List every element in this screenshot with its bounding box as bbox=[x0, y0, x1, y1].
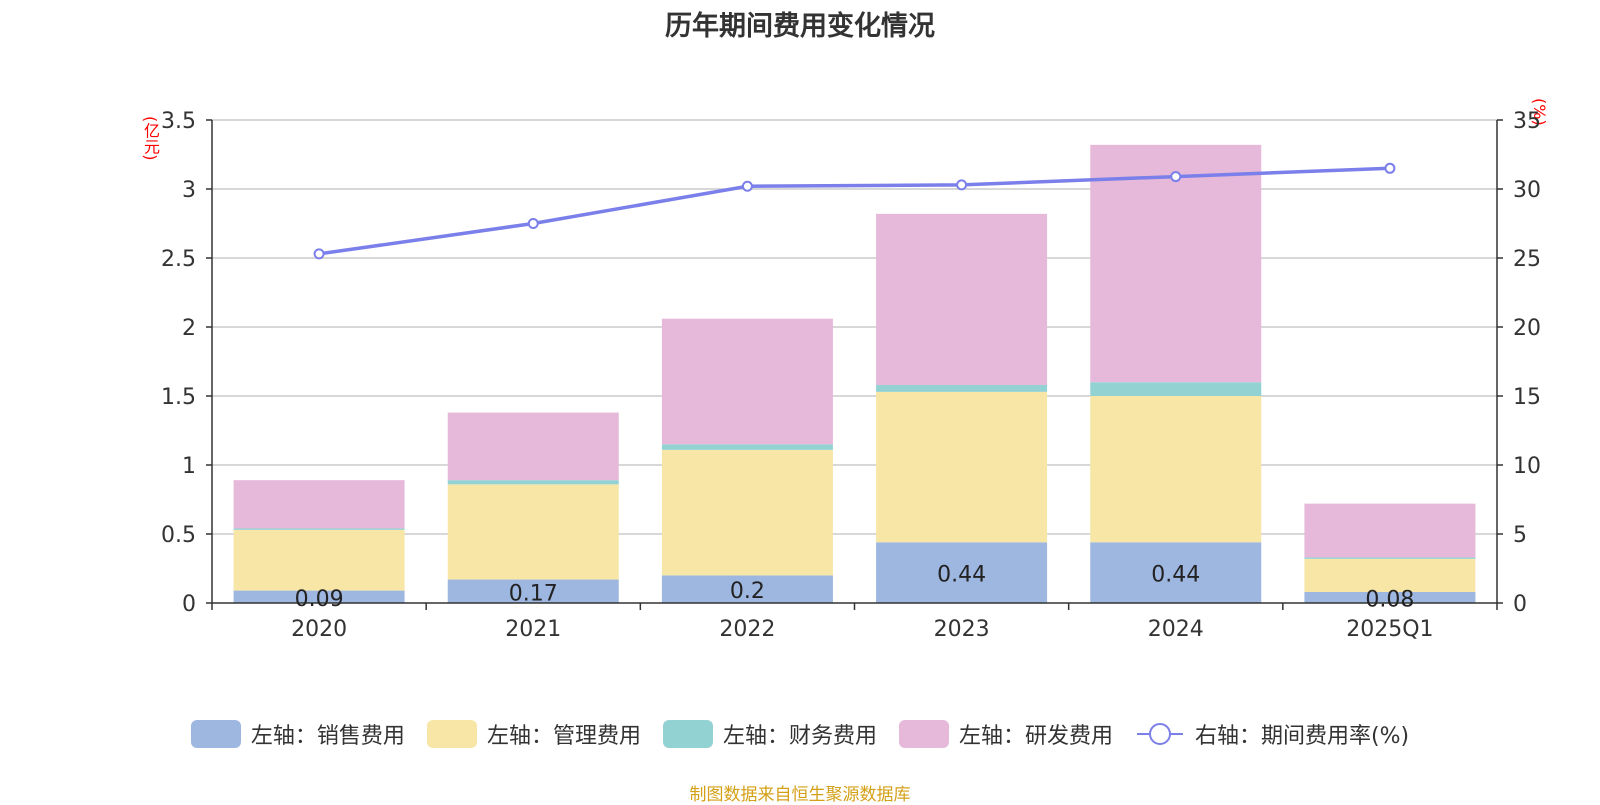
point-rate-2023 bbox=[956, 179, 968, 191]
bar-admin-2025Q1 bbox=[1304, 558, 1476, 592]
left-axis-tick-label: 3.5 bbox=[161, 109, 196, 134]
legend-label-sales: 左轴：销售费用 bbox=[250, 724, 405, 749]
chart-title: 历年期间费用变化情况 bbox=[665, 11, 935, 42]
legend-swatch-sales bbox=[190, 720, 241, 748]
bar-finance-2024 bbox=[1090, 382, 1262, 396]
bar-finance-2023 bbox=[876, 384, 1048, 392]
data-source-note: 制图数据来自恒生聚源数据库 bbox=[689, 785, 911, 805]
bar-rnd-2020 bbox=[233, 480, 405, 529]
bar-admin-2020 bbox=[233, 529, 405, 591]
x-axis-tick-label: 2023 bbox=[934, 617, 990, 642]
chart-plot: 0 0.5 1 1.5 2 2.5 3 3.5 0 5 10 15 20 25 30 35 2020 2021 20… bbox=[161, 109, 1541, 642]
data-label-sales: 0.44 bbox=[937, 563, 986, 588]
bar-finance-2020 bbox=[233, 528, 405, 530]
point-rate-2025Q1 bbox=[1384, 162, 1396, 174]
bar-sales-2023 bbox=[876, 542, 1048, 603]
left-axis-tick-label: 2.5 bbox=[161, 247, 196, 272]
bar-rnd-2023 bbox=[876, 213, 1048, 385]
data-label-sales: 0.2 bbox=[730, 579, 765, 604]
point-rate-2020 bbox=[313, 248, 325, 260]
legend-label-admin: 左轴：管理费用 bbox=[486, 724, 641, 749]
legend-label-rate: 右轴：期间费用率(%) bbox=[1194, 724, 1410, 749]
right-axis-unit: (%) bbox=[1530, 98, 1549, 126]
bar-sales-2024 bbox=[1090, 542, 1262, 603]
data-label-sales: 0.08 bbox=[1365, 587, 1414, 612]
series-line-rate bbox=[318, 166, 1390, 256]
x-axis-tick-label: 2024 bbox=[1148, 617, 1204, 642]
right-axis-tick-label: 0 bbox=[1513, 592, 1527, 617]
right-axis-tick-label: 30 bbox=[1513, 178, 1541, 203]
left-axis-tick-label: 1.5 bbox=[161, 385, 196, 410]
bar-admin-2024 bbox=[1090, 396, 1262, 543]
bar-finance-2021 bbox=[447, 480, 619, 485]
data-label-sales: 0.09 bbox=[295, 587, 344, 612]
right-axis-tick-label: 10 bbox=[1513, 454, 1541, 479]
legend-item-rnd[interactable]: 左轴：研发费用 bbox=[898, 718, 1113, 750]
bar-sales-2025Q1 bbox=[1304, 591, 1476, 603]
x-axis-tick-label: 2021 bbox=[505, 617, 561, 642]
data-label-sales: 0.17 bbox=[509, 581, 558, 606]
bar-rnd-2022 bbox=[661, 318, 833, 445]
bar-finance-2022 bbox=[661, 444, 833, 450]
left-axis-tick-label: 3 bbox=[182, 178, 196, 203]
legend-swatch-admin bbox=[426, 720, 477, 748]
chart-legend: 左轴：销售费用 左轴：管理费用 左轴：财务费用 左轴：研发费用 右轴：期间费用率… bbox=[0, 718, 1600, 750]
left-axis-tick-label: 0.5 bbox=[161, 523, 196, 548]
left-axis-tick-label: 1 bbox=[182, 454, 196, 479]
right-axis-tick-label: 5 bbox=[1513, 523, 1527, 548]
legend-item-admin[interactable]: 左轴：管理费用 bbox=[426, 718, 641, 750]
legend-line-marker-icon bbox=[1136, 723, 1183, 745]
bar-sales-2021 bbox=[447, 579, 619, 603]
legend-label-finance: 左轴：财务费用 bbox=[722, 724, 877, 749]
x-axis-tick-label: 2020 bbox=[291, 617, 347, 642]
x-axis-tick-label: 2025Q1 bbox=[1346, 617, 1433, 642]
bar-rnd-2025Q1 bbox=[1304, 503, 1476, 558]
bar-admin-2021 bbox=[447, 484, 619, 580]
left-axis-tick-label: 0 bbox=[182, 592, 196, 617]
left-axis-tick-label: 2 bbox=[182, 316, 196, 341]
x-axis-tick-label: 2022 bbox=[719, 617, 775, 642]
left-axis-unit: (亿元) bbox=[141, 116, 160, 161]
data-label-sales: 0.44 bbox=[1151, 563, 1200, 588]
bar-admin-2022 bbox=[661, 449, 833, 576]
legend-item-rate[interactable]: 右轴：期间费用率(%) bbox=[1135, 718, 1409, 750]
right-axis-tick-label: 25 bbox=[1513, 247, 1541, 272]
right-axis-tick-label: 35 bbox=[1513, 109, 1541, 134]
right-axis-tick-label: 20 bbox=[1513, 316, 1541, 341]
legend-item-sales[interactable]: 左轴：销售费用 bbox=[190, 718, 405, 750]
bar-finance-2025Q1 bbox=[1304, 557, 1476, 559]
point-rate-2022 bbox=[741, 180, 753, 192]
legend-item-finance[interactable]: 左轴：财务费用 bbox=[662, 718, 877, 750]
legend-swatch-finance bbox=[662, 720, 713, 748]
point-rate-2024 bbox=[1170, 171, 1182, 183]
bar-sales-2020 bbox=[233, 590, 405, 603]
right-axis-tick-label: 15 bbox=[1513, 385, 1541, 410]
point-rate-2021 bbox=[527, 218, 539, 229]
legend-swatch-rnd bbox=[898, 720, 949, 748]
legend-label-rnd: 左轴：研发费用 bbox=[958, 724, 1113, 749]
bar-rnd-2024 bbox=[1090, 144, 1262, 383]
bar-rnd-2021 bbox=[447, 412, 619, 481]
bar-sales-2022 bbox=[661, 575, 833, 603]
bar-admin-2023 bbox=[876, 391, 1048, 543]
